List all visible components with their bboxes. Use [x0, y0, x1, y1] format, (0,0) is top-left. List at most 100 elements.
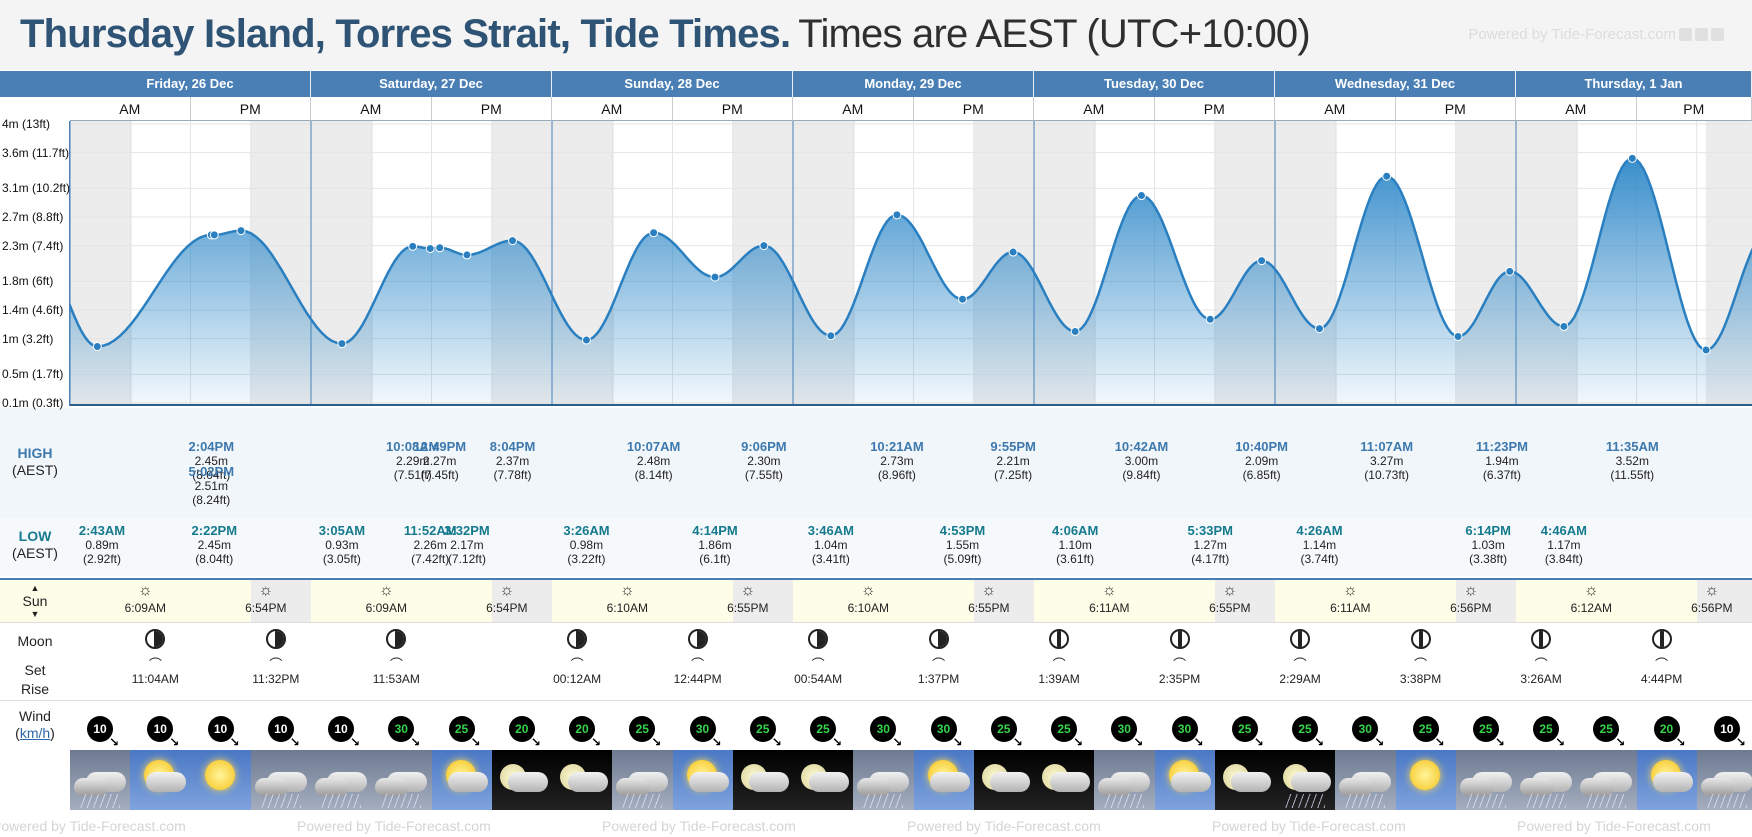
cloud-icon — [929, 772, 970, 792]
wind-direction-icon: ↘ — [771, 735, 782, 749]
sunrise-icon: ☼ — [1583, 582, 1599, 599]
sunset-time: 6:56PM — [1691, 601, 1733, 615]
sunset-entry: ☼ 6:56PM — [1441, 581, 1501, 615]
y-tick-label: 0.5m (1.7ft) — [2, 367, 64, 382]
am-pm-label: PM — [1154, 97, 1275, 121]
y-tick-label: 2.7m (8.8ft) — [2, 210, 64, 224]
sunrise-icon: ☼ — [1101, 582, 1117, 599]
sunrise-icon: ☼ — [378, 582, 394, 599]
moonset-icon: ⌒ — [148, 657, 162, 672]
wind-unit-link[interactable]: km/h — [19, 725, 51, 741]
low-tide-entry-feet: (2.92ft) — [82, 552, 121, 566]
tide-point[interactable] — [1008, 247, 1018, 257]
wind-direction-icon: ↘ — [1253, 735, 1264, 749]
high-tide-entry-feet: (6.85ft) — [1242, 468, 1281, 482]
moonset-icon: ⌒ — [932, 657, 946, 672]
low-tide-entry-meters: 1.27m — [1193, 538, 1227, 552]
sun-icon — [1409, 760, 1440, 790]
high-tide-entry: 10:07AM 2.48m (8.14ft) — [624, 440, 684, 483]
tide-point[interactable] — [1701, 345, 1711, 355]
wind-speed-badge: 10 ↘ — [87, 716, 119, 748]
tide-point[interactable] — [408, 241, 418, 251]
day-header: Tuesday, 30 Dec — [1034, 71, 1275, 97]
logo-icon — [1711, 28, 1724, 41]
cloudy-rain-icon — [1455, 750, 1516, 810]
low-tide-entry-time: 4:53PM — [939, 523, 986, 538]
high-tide-entry-meters: 3.00m — [1124, 454, 1159, 468]
tide-point[interactable] — [425, 243, 435, 253]
cloud-icon — [1170, 772, 1211, 792]
tide-point[interactable] — [1453, 331, 1463, 341]
night-cloud-icon — [973, 750, 1034, 810]
tide-point[interactable] — [508, 236, 518, 246]
tide-point[interactable] — [337, 339, 347, 349]
moon-shadow — [817, 631, 827, 647]
tide-point[interactable] — [710, 272, 720, 282]
moon-phase-icon — [1531, 629, 1552, 649]
cloud-icon — [1520, 778, 1554, 796]
low-tide-entry-feet: (3.05ft) — [322, 552, 361, 566]
tide-point[interactable] — [209, 230, 219, 240]
tide-point[interactable] — [1257, 256, 1267, 266]
tide-point[interactable] — [1627, 153, 1637, 163]
tide-point[interactable] — [649, 228, 659, 238]
low-tide-entry-feet: (8.04ft) — [195, 552, 234, 566]
tide-point[interactable] — [1136, 191, 1146, 201]
powered-by-top[interactable]: Powered by Tide-Forecast.com — [1468, 26, 1724, 43]
sunset-time: 6:55PM — [727, 601, 769, 615]
tide-point[interactable] — [581, 335, 591, 345]
rain-icon — [80, 794, 120, 808]
wind-direction-icon: ↘ — [229, 735, 240, 749]
tide-point[interactable] — [1382, 171, 1392, 181]
tide-point[interactable] — [462, 250, 472, 260]
moonset-time: 11:53AM — [372, 672, 420, 686]
low-row-label: LOW (AEST) — [0, 528, 70, 562]
moon-entry: ⌒ 1:39AM — [1029, 629, 1089, 686]
high-tide-entry-time: 9:06PM — [741, 439, 787, 454]
wind-speed-badge: 30 ↘ — [1352, 716, 1384, 748]
low-tide-entry-time: 2:43AM — [78, 523, 126, 538]
tide-point[interactable] — [92, 341, 102, 351]
moon-entry: ⌒ 12:44PM — [668, 629, 728, 686]
sunset-entry: ☼ 6:55PM — [718, 581, 778, 615]
wind-direction-icon: ↘ — [289, 735, 300, 749]
tide-point[interactable] — [1205, 314, 1215, 324]
low-tide-entry-meters: 1.04m — [814, 538, 848, 552]
wind-speed-badge: 25 ↘ — [749, 716, 782, 748]
day-header: Saturday, 27 Dec — [311, 71, 552, 97]
high-row-label: HIGH (AEST) — [0, 445, 70, 479]
tide-point[interactable] — [1559, 321, 1569, 331]
high-tide-entry-time: 11:07AM — [1360, 439, 1414, 454]
logo-icon — [1695, 28, 1708, 41]
wind-speed-badge: 10 ↘ — [207, 716, 240, 748]
day-header: Monday, 29 Dec — [793, 71, 1034, 97]
wind-speed-badge: 30 ↘ — [388, 716, 420, 748]
wind-direction-icon: ↘ — [1133, 735, 1144, 749]
moon-band — [0, 622, 1752, 700]
high-tide-entry-meters: 2.73m — [880, 454, 914, 468]
sunrise-icon: ☼ — [860, 582, 876, 599]
wind-speed: 10 — [93, 722, 107, 736]
tide-point[interactable] — [236, 226, 246, 236]
low-tide-entry: 3:05AM 0.93m (3.05ft) — [312, 524, 372, 567]
tide-point[interactable] — [759, 241, 769, 251]
moon-shadow — [1418, 631, 1423, 647]
tide-point[interactable] — [1314, 324, 1324, 334]
moonset-time: 00:54AM — [794, 672, 843, 686]
wind-direction-icon: ↘ — [1554, 735, 1565, 749]
wind-direction-icon: ↘ — [410, 735, 421, 749]
tide-point[interactable] — [1070, 326, 1080, 336]
tide-point[interactable] — [1505, 266, 1515, 276]
high-tide-entry-meters: 2.29m — [396, 454, 430, 468]
wind-direction-icon: ↘ — [1374, 735, 1385, 749]
tide-point[interactable] — [435, 243, 445, 253]
high-tide-entry-time: 10:40PM — [1235, 439, 1289, 454]
tide-point[interactable] — [892, 210, 902, 220]
tide-point[interactable] — [958, 294, 968, 304]
page-title: Thursday Island, Torres Strait, Tide Tim… — [20, 12, 1311, 57]
wind-speed: 25 — [454, 722, 469, 736]
high-tide-entry: 12:49PM 2.27m (7.45ft) — [410, 440, 470, 483]
tide-point[interactable] — [826, 331, 836, 341]
wind-speed-badge: 25 ↘ — [1292, 716, 1324, 748]
moon-rise-title: Rise — [20, 681, 49, 697]
